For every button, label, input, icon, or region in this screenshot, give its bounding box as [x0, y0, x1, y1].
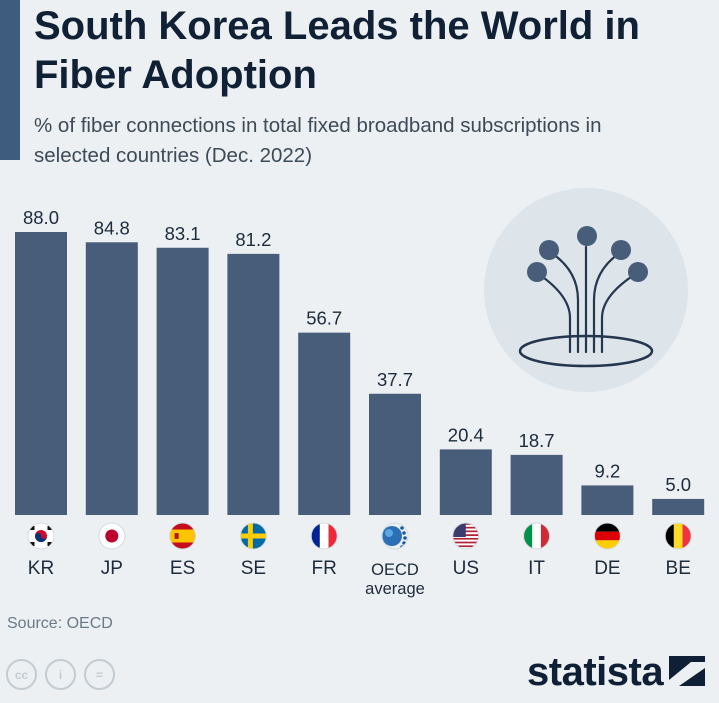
chart-subtitle: % of fiber connections in total fixed br… — [34, 114, 602, 167]
data-label: 81.2 — [235, 229, 271, 250]
category-label: JP — [101, 558, 123, 579]
brand-name: statista — [527, 650, 664, 694]
category-label: OECD average — [365, 561, 425, 598]
belgium-flag-icon — [664, 522, 692, 550]
statista-mark-icon — [669, 656, 706, 692]
usa-flag-icon — [452, 522, 480, 550]
data-label: 84.8 — [94, 217, 130, 238]
category-label: SE — [241, 558, 266, 579]
spain-flag-icon — [169, 522, 197, 550]
category-label: IT — [528, 558, 545, 579]
category-label: DE — [594, 558, 620, 579]
category-label: BE — [666, 558, 691, 579]
license-icons: cc i = — [6, 659, 115, 690]
bar-de — [581, 485, 634, 515]
bar-it — [510, 454, 563, 515]
creative-commons-icon[interactable]: cc — [6, 659, 37, 690]
bar-se — [227, 253, 280, 516]
data-label: 18.7 — [519, 430, 555, 451]
data-label: 88.0 — [23, 207, 59, 228]
data-label: 83.1 — [165, 223, 201, 244]
data-label: 56.7 — [306, 308, 342, 329]
south-korea-flag-icon — [27, 522, 55, 550]
data-label: 5.0 — [665, 474, 691, 495]
source-note: Source: OECD — [7, 615, 113, 632]
bar-oecd-average — [369, 393, 421, 515]
italy-flag-icon — [523, 522, 551, 550]
bar-es — [156, 247, 209, 516]
bar-jp — [85, 242, 138, 516]
bar-us — [439, 449, 492, 515]
data-label: 37.7 — [377, 369, 413, 390]
germany-flag-icon — [593, 522, 621, 550]
france-flag-icon — [310, 522, 338, 550]
japan-flag-icon — [98, 522, 126, 550]
sweden-flag-icon — [239, 522, 267, 550]
fiber-optic-cable-icon — [484, 188, 688, 392]
category-label: ES — [170, 558, 195, 579]
chart-title: South Korea Leads the World in Fiber Ado… — [34, 4, 640, 97]
category-label: FR — [312, 558, 337, 579]
bar-be — [652, 498, 705, 515]
no-derivatives-icon[interactable]: = — [84, 659, 115, 690]
title-accent-bar — [0, 0, 20, 160]
statista-logo[interactable]: statista — [527, 650, 706, 694]
oecd-logo-icon — [381, 522, 409, 550]
data-label: 9.2 — [595, 460, 621, 481]
category-label: US — [453, 558, 479, 579]
category-label: KR — [28, 558, 54, 579]
bar-kr — [15, 232, 67, 515]
attribution-icon[interactable]: i — [45, 659, 76, 690]
data-label: 20.4 — [448, 424, 484, 445]
bar-fr — [298, 332, 351, 515]
